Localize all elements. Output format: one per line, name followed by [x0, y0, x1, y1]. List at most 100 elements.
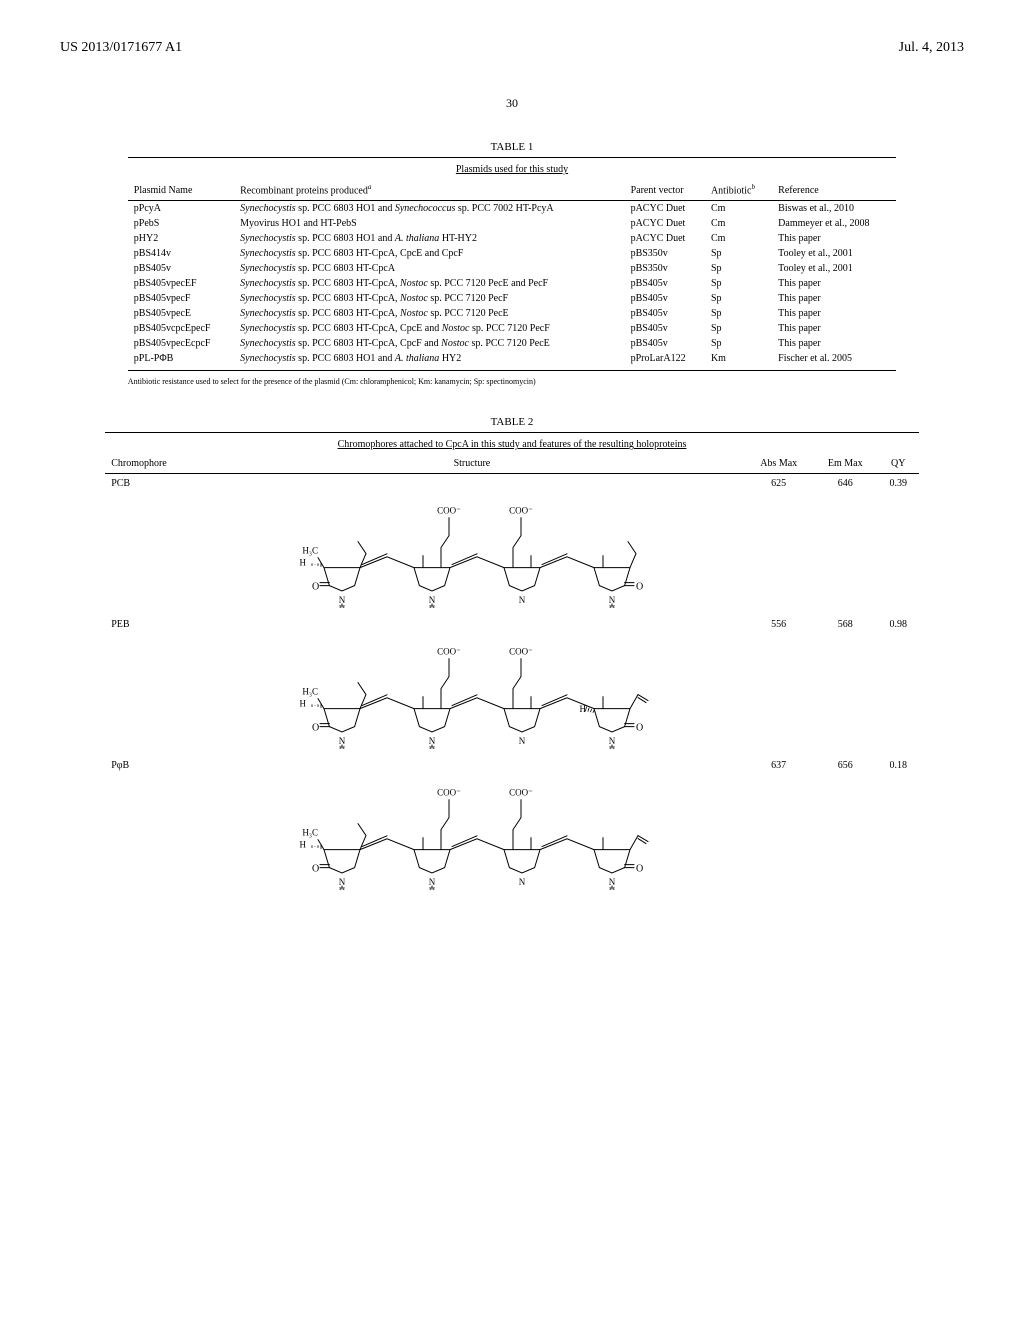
chromophore-structure: NHNHNNHOH₃CHCOO⁻COO⁻O	[199, 756, 744, 897]
table2-col-abs: Abs Max	[745, 454, 813, 474]
table-row: pBS405vSynechocystis sp. PCC 6803 HT-Cpc…	[128, 261, 896, 276]
antibiotic: Cm	[705, 216, 772, 231]
table2-col-em: Em Max	[813, 454, 878, 474]
reference: Dammeyer et al., 2008	[772, 216, 896, 231]
chromophore-structure: NHNHNNHOH₃CHCOO⁻COO⁻O	[199, 474, 744, 616]
antibiotic: Cm	[705, 201, 772, 217]
parent-vector: pBS350v	[625, 246, 705, 261]
table2-col-structure: Structure	[199, 454, 744, 474]
svg-text:N: N	[519, 595, 526, 605]
svg-text:O: O	[312, 582, 319, 593]
table-row: pBS405vcpcEpecFSynechocystis sp. PCC 680…	[128, 321, 896, 336]
svg-text:H: H	[299, 840, 306, 850]
plasmid-name: pBS405v	[128, 261, 234, 276]
proteins: Synechocystis sp. PCC 6803 HT-CpcA, Nost…	[234, 306, 624, 321]
reference: This paper	[772, 336, 896, 351]
plasmid-name: pPcyA	[128, 201, 234, 217]
chromophore-name: PφB	[105, 756, 199, 897]
table-row: pBS405vpecEFSynechocystis sp. PCC 6803 H…	[128, 276, 896, 291]
publication-date: Jul. 4, 2013	[899, 40, 964, 56]
svg-text:O: O	[312, 864, 319, 875]
table-row: PφBNHNHNNHOH₃CHCOO⁻COO⁻O6376560.18	[105, 756, 919, 897]
svg-text:O: O	[636, 864, 643, 875]
svg-text:COO⁻: COO⁻	[509, 788, 533, 798]
plasmid-name: pBS414v	[128, 246, 234, 261]
reference: This paper	[772, 321, 896, 336]
plasmid-name: pBS405vpecEF	[128, 276, 234, 291]
table-row: pBS414vSynechocystis sp. PCC 6803 HT-Cpc…	[128, 246, 896, 261]
em-max: 656	[813, 756, 878, 897]
table-row: PCBNHNHNNHOH₃CHCOO⁻COO⁻O6256460.39	[105, 474, 919, 616]
parent-vector: pBS405v	[625, 321, 705, 336]
svg-text:COO⁻: COO⁻	[437, 647, 461, 657]
svg-text:H₃C: H₃C	[302, 687, 318, 697]
patent-number: US 2013/0171677 A1	[60, 40, 182, 56]
reference: This paper	[772, 306, 896, 321]
proteins: Synechocystis sp. PCC 6803 HT-CpcA, CpcE…	[234, 246, 624, 261]
svg-text:O: O	[636, 723, 643, 734]
plasmid-name: pBS405vpecEcpcF	[128, 336, 234, 351]
antibiotic: Sp	[705, 246, 772, 261]
qy: 0.98	[878, 615, 919, 756]
page-header: US 2013/0171677 A1 Jul. 4, 2013	[60, 40, 964, 56]
table-row: pBS405vpecFSynechocystis sp. PCC 6803 HT…	[128, 291, 896, 306]
reference: Tooley et al., 2001	[772, 261, 896, 276]
table2: Chromophores attached to CpcA in this st…	[105, 432, 919, 897]
svg-text:H: H	[579, 704, 586, 714]
chromophore-name: PCB	[105, 474, 199, 616]
table1-col-name: Plasmid Name	[128, 179, 234, 201]
em-max: 568	[813, 615, 878, 756]
svg-text:COO⁻: COO⁻	[437, 506, 461, 516]
svg-text:O: O	[636, 582, 643, 593]
table2-header-row: Chromophore Structure Abs Max Em Max QY	[105, 454, 919, 474]
parent-vector: pBS405v	[625, 276, 705, 291]
plasmid-name: pBS405vcpcEpecF	[128, 321, 234, 336]
qy: 0.18	[878, 756, 919, 897]
svg-text:COO⁻: COO⁻	[509, 506, 533, 516]
parent-vector: pBS350v	[625, 261, 705, 276]
table2-col-chromophore: Chromophore	[105, 454, 199, 474]
svg-text:COO⁻: COO⁻	[509, 647, 533, 657]
table2-caption: TABLE 2	[60, 416, 964, 428]
table1-col-vector: Parent vector	[625, 179, 705, 201]
proteins: Synechocystis sp. PCC 6803 HT-CpcA, CpcE…	[234, 321, 624, 336]
table1-caption: TABLE 1	[60, 141, 964, 153]
plasmid-name: pBS405vpecF	[128, 291, 234, 306]
parent-vector: pBS405v	[625, 306, 705, 321]
proteins: Synechocystis sp. PCC 6803 HT-CpcA, CpcF…	[234, 336, 624, 351]
reference: This paper	[772, 291, 896, 306]
parent-vector: pBS405v	[625, 291, 705, 306]
table2-subtitle: Chromophores attached to CpcA in this st…	[338, 439, 687, 450]
proteins: Synechocystis sp. PCC 6803 HO1 and Synec…	[234, 201, 624, 217]
table-row: pPL-PΦBSynechocystis sp. PCC 6803 HO1 an…	[128, 351, 896, 371]
svg-text:COO⁻: COO⁻	[437, 788, 461, 798]
abs-max: 556	[745, 615, 813, 756]
proteins: Synechocystis sp. PCC 6803 HO1 and A. th…	[234, 231, 624, 246]
antibiotic: Sp	[705, 321, 772, 336]
antibiotic: Sp	[705, 306, 772, 321]
qy: 0.39	[878, 474, 919, 616]
table-row: pBS405vpecESynechocystis sp. PCC 6803 HT…	[128, 306, 896, 321]
svg-text:N: N	[519, 877, 526, 887]
reference: Tooley et al., 2001	[772, 246, 896, 261]
page-number: 30	[60, 96, 964, 111]
antibiotic: Km	[705, 351, 772, 371]
plasmid-name: pBS405vpecE	[128, 306, 234, 321]
chromophore-name: PEB	[105, 615, 199, 756]
table1-subtitle: Plasmids used for this study	[456, 164, 568, 175]
table-row: pPcyASynechocystis sp. PCC 6803 HO1 and …	[128, 201, 896, 217]
proteins: Synechocystis sp. PCC 6803 HT-CpcA, Nost…	[234, 291, 624, 306]
table1-col-reference: Reference	[772, 179, 896, 201]
plasmid-name: pPebS	[128, 216, 234, 231]
reference: Biswas et al., 2010	[772, 201, 896, 217]
antibiotic: Cm	[705, 231, 772, 246]
reference: This paper	[772, 231, 896, 246]
proteins: Synechocystis sp. PCC 6803 HO1 and A. th…	[234, 351, 624, 371]
parent-vector: pACYC Duet	[625, 201, 705, 217]
table1-col-antibiotic: Antibioticb	[705, 179, 772, 201]
proteins: Synechocystis sp. PCC 6803 HT-CpcA, Nost…	[234, 276, 624, 291]
table1-col-proteins: Recombinant proteins produceda	[234, 179, 624, 201]
svg-text:H₃C: H₃C	[302, 546, 318, 556]
parent-vector: pBS405v	[625, 336, 705, 351]
table2-col-qy: QY	[878, 454, 919, 474]
